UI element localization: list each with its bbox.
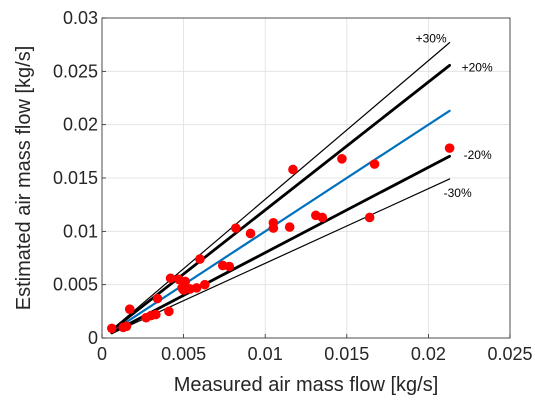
x-tick-label: 0.01	[248, 344, 283, 364]
data-point	[151, 309, 161, 320]
x-axis-title: Measured air mass flow [kg/s]	[174, 374, 439, 396]
plot-frame	[101, 17, 511, 339]
y-tick-label: 0	[88, 328, 98, 348]
data-point	[444, 143, 455, 153]
data-points	[106, 143, 455, 334]
reference-line-label: +20%	[462, 60, 493, 74]
x-tick-label: 0.005	[161, 344, 206, 364]
x-tick-label: 0	[97, 344, 107, 364]
data-point	[224, 261, 235, 272]
reference-line-label: +30%	[416, 32, 447, 46]
reference-line	[110, 109, 451, 333]
y-axis-title: Estimated air mass flow [kg/s]	[13, 46, 35, 311]
data-point	[364, 212, 375, 223]
reference-line-label: -30%	[444, 186, 472, 200]
y-tick-label: 0.01	[63, 221, 98, 241]
y-tick-label: 0.025	[53, 61, 98, 81]
y-tick-label: 0.02	[63, 115, 98, 135]
data-point	[191, 283, 202, 293]
reference-line	[110, 154, 452, 335]
reference-line-labels: +30% +20% -20% -30%	[416, 32, 493, 200]
y-tick-label: 0.015	[53, 168, 98, 188]
data-point	[268, 223, 279, 233]
data-point	[317, 212, 328, 223]
data-point	[124, 304, 135, 315]
data-point	[152, 293, 163, 304]
data-point	[180, 276, 191, 287]
x-tick-label: 0.025	[487, 344, 532, 364]
y-tick-label: 0.005	[53, 275, 98, 295]
x-tick-labels: 0 0.005 0.01 0.015 0.02 0.025	[97, 344, 533, 364]
data-point	[337, 154, 347, 164]
data-point	[288, 164, 298, 175]
data-point	[231, 223, 241, 233]
x-tick-label: 0.015	[324, 344, 369, 364]
data-point	[106, 323, 117, 334]
y-tick-label: 0.03	[63, 8, 98, 28]
data-point	[195, 254, 205, 264]
reference-line-label: -20%	[464, 148, 492, 162]
reference-line	[110, 63, 452, 332]
y-tick-labels: 0 0.005 0.01 0.015 0.02 0.025 0.03	[53, 8, 98, 348]
data-point	[121, 321, 132, 332]
data-point	[165, 273, 176, 284]
data-point	[200, 279, 210, 290]
data-point	[245, 228, 256, 239]
data-point	[164, 306, 174, 317]
x-tick-label: 0.02	[411, 344, 446, 364]
data-point	[284, 222, 295, 232]
data-point	[369, 159, 380, 169]
